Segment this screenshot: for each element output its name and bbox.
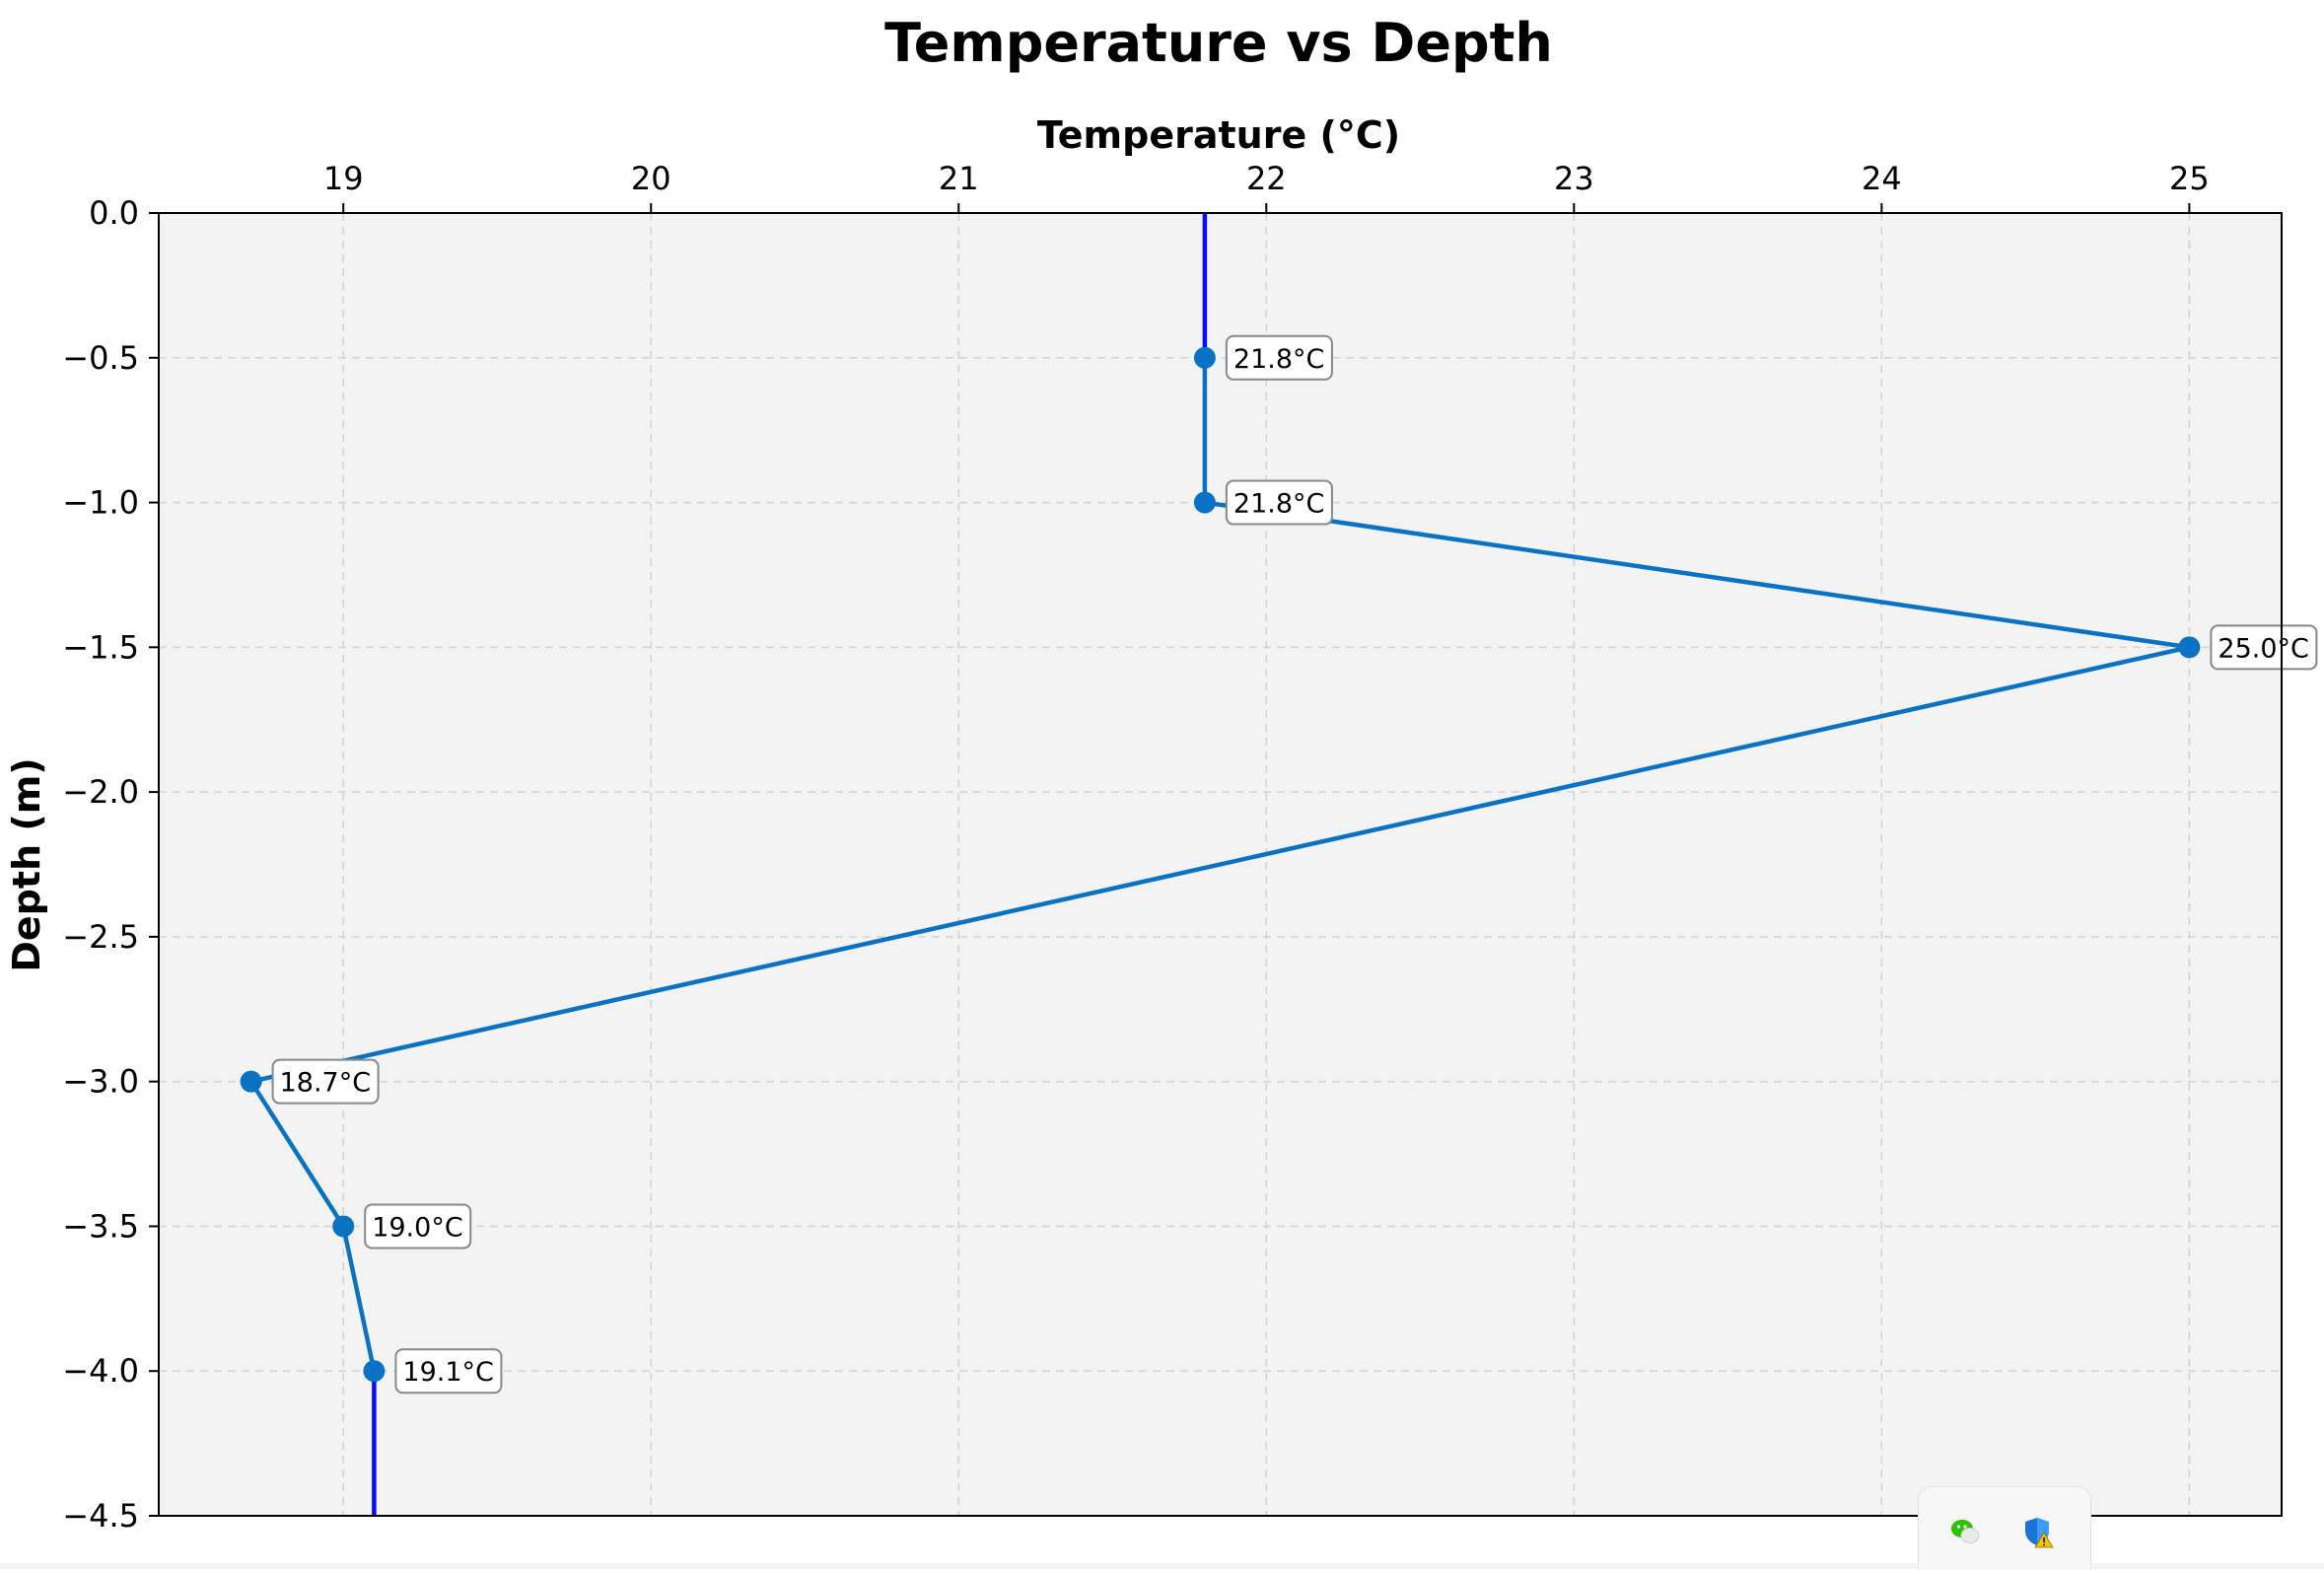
y-axis-label: Depth (m) <box>5 757 48 971</box>
y-tick-label: −4.5 <box>62 1497 139 1535</box>
taskbar-tray <box>1918 1486 2091 1570</box>
data-label: 19.1°C <box>402 1357 493 1388</box>
extensions <box>372 213 1208 1516</box>
data-point <box>332 1215 355 1238</box>
data-label-box <box>1225 334 1333 381</box>
data-point <box>240 1070 262 1093</box>
x-tick-label: 19 <box>323 160 364 197</box>
plot-frame <box>158 212 2283 1517</box>
y-tick-label: −1.5 <box>62 628 139 666</box>
x-tick-label: 22 <box>1246 160 1287 197</box>
data-point <box>1193 491 1216 514</box>
y-tick-label: 0.0 <box>89 194 139 232</box>
taskbar-strip <box>0 1563 2324 1569</box>
data-label: 21.8°C <box>1233 489 1324 520</box>
data-point <box>363 1360 386 1383</box>
series <box>240 346 2201 1383</box>
data-label: 18.7°C <box>280 1068 371 1099</box>
series-line <box>248 357 2192 1372</box>
y-tick-label: −3.0 <box>62 1063 139 1101</box>
data-label-box <box>364 1203 472 1250</box>
ticks: 19 20 21 22 23 24 25 0.0 −0.5 −1.0 −1.5 −2.0 −2.5 −3.… <box>62 160 2209 1535</box>
security-shield-warning-icon[interactable] <box>2021 1515 2055 1548</box>
data-point <box>2178 636 2201 659</box>
y-tick-label: −1.0 <box>62 484 139 522</box>
x-tick-label: 25 <box>2169 160 2210 197</box>
data-labels: 21.8°C 21.8°C 25.0°C 18.7°C 19.0°C 19.1°C <box>271 334 2318 1394</box>
chart-title: Temperature vs Depth <box>884 12 1553 74</box>
x-tick-label: 20 <box>631 160 671 197</box>
data-point <box>1193 346 1216 369</box>
data-label-box <box>2210 624 2318 671</box>
data-label: 25.0°C <box>2218 633 2308 664</box>
x-axis-label: Temperature (°C) <box>1037 113 1400 157</box>
data-label-box <box>1225 479 1333 526</box>
x-tick-label: 23 <box>1554 160 1594 197</box>
wechat-icon[interactable] <box>1948 1515 1982 1548</box>
x-tick-label: 21 <box>939 160 979 197</box>
grid <box>159 213 2282 1516</box>
data-label: 21.8°C <box>1233 344 1324 375</box>
x-tick-label: 24 <box>1862 160 1902 197</box>
y-tick-label: −0.5 <box>62 339 139 377</box>
y-tick-label: −2.0 <box>62 773 139 811</box>
data-label-box <box>271 1058 380 1105</box>
y-tick-label: −3.5 <box>62 1207 139 1245</box>
y-tick-label: −4.0 <box>62 1352 139 1390</box>
data-label: 19.0°C <box>372 1212 462 1243</box>
data-label-box <box>394 1348 503 1394</box>
y-tick-label: −2.5 <box>62 918 139 956</box>
